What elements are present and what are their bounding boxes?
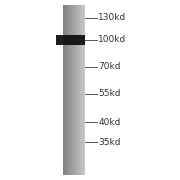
Bar: [71, 5, 72, 175]
Bar: [63, 5, 85, 175]
Bar: [82, 5, 83, 175]
Text: 130kd: 130kd: [98, 14, 126, 22]
Bar: [56, 35, 85, 44]
Bar: [70, 5, 71, 175]
Bar: [69, 5, 70, 175]
Text: 55kd: 55kd: [98, 89, 121, 98]
Bar: [64, 5, 65, 175]
Bar: [75, 5, 76, 175]
Bar: [84, 5, 85, 175]
Bar: [80, 5, 81, 175]
Text: 70kd: 70kd: [98, 62, 121, 71]
Bar: [74, 5, 75, 175]
Bar: [68, 5, 69, 175]
Bar: [73, 5, 74, 175]
Text: 40kd: 40kd: [98, 118, 120, 127]
Bar: [78, 5, 79, 175]
Text: 100kd: 100kd: [98, 35, 126, 44]
Bar: [66, 5, 67, 175]
Bar: [76, 5, 77, 175]
Bar: [65, 5, 66, 175]
Bar: [81, 5, 82, 175]
Bar: [63, 5, 64, 175]
Bar: [77, 5, 78, 175]
Text: 35kd: 35kd: [98, 138, 121, 147]
Bar: [79, 5, 80, 175]
Bar: [83, 5, 84, 175]
Bar: [67, 5, 68, 175]
Bar: [72, 5, 73, 175]
